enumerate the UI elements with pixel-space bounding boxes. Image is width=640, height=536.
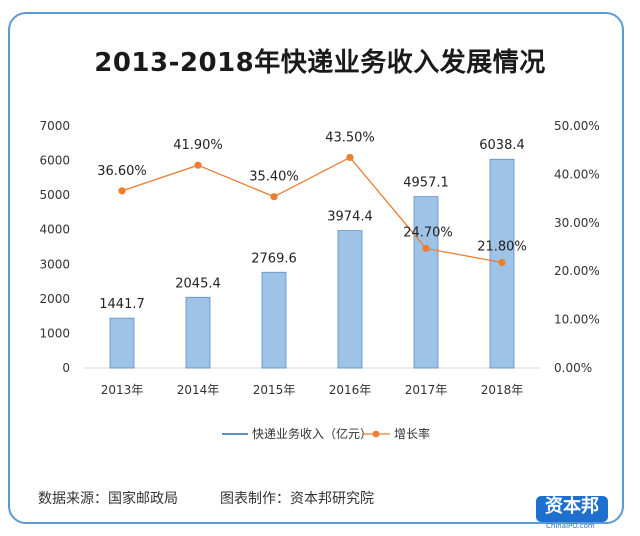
chart-maker: 图表制作：资本邦研究院 (220, 491, 374, 507)
bar-data-label: 2045.4 (175, 276, 221, 291)
y-left-tick-label: 5000 (39, 188, 70, 202)
y-left-tick-label: 4000 (39, 223, 70, 237)
bar (185, 296, 211, 369)
x-tick-label: 2014年 (177, 383, 220, 397)
bar-data-label: 4957.1 (403, 176, 449, 191)
y-right-tick-label: 20.00% (554, 264, 600, 278)
x-tick-label: 2013年 (101, 383, 144, 397)
legend-bar-label: 快递业务收入（亿元） (252, 426, 372, 441)
bar (109, 317, 135, 369)
brand-logo-sub: ChinaIPO.com (546, 522, 595, 530)
growth-point (194, 161, 202, 169)
x-tick-label: 2017年 (405, 383, 448, 397)
bar-data-label: 2769.6 (251, 251, 297, 266)
growth-data-label: 36.60% (97, 164, 147, 179)
y-right-tick-label: 30.00% (554, 216, 600, 230)
y-right-tick-label: 40.00% (554, 167, 600, 181)
y-left-tick-label: 0 (62, 361, 70, 375)
y-left-tick-label: 3000 (39, 257, 70, 271)
growth-data-label: 35.40% (249, 170, 299, 185)
growth-data-label: 21.80% (477, 239, 527, 254)
y-left-tick-label: 1000 (39, 326, 70, 340)
growth-point (498, 258, 506, 267)
y-left-tick-label: 7000 (39, 119, 70, 133)
bar (413, 196, 439, 369)
growth-data-label: 43.50% (325, 130, 375, 145)
bar-data-label: 1441.7 (99, 297, 145, 312)
legend-line-marker (372, 430, 380, 438)
y-right-tick-label: 50.00% (554, 119, 600, 133)
x-tick-label: 2015年 (253, 383, 296, 397)
growth-point (270, 193, 278, 201)
brand-logo: 资本邦 (536, 496, 608, 522)
growth-data-label: 24.70% (403, 225, 453, 240)
y-left-tick-label: 6000 (39, 154, 70, 168)
data-source: 数据来源：国家邮政局 (38, 491, 178, 507)
x-tick-label: 2018年 (481, 383, 524, 397)
y-right-tick-label: 0.00% (554, 361, 592, 375)
bar (337, 230, 363, 369)
growth-point (118, 187, 126, 195)
y-left-tick-label: 2000 (39, 292, 70, 306)
growth-line (121, 156, 503, 264)
growth-data-label: 41.90% (173, 138, 223, 153)
x-tick-label: 2016年 (329, 383, 372, 397)
growth-point (422, 244, 430, 253)
bar-data-label: 6038.4 (479, 138, 525, 153)
legend-line-label: 增长率 (394, 426, 430, 441)
growth-point (346, 153, 354, 162)
chart-card (8, 12, 624, 524)
y-right-tick-label: 10.00% (554, 313, 600, 327)
bar (261, 271, 287, 369)
chart-title: 2013-2018年快递业务收入发展情况 (94, 48, 546, 78)
bar-data-label: 3974.4 (327, 210, 373, 225)
